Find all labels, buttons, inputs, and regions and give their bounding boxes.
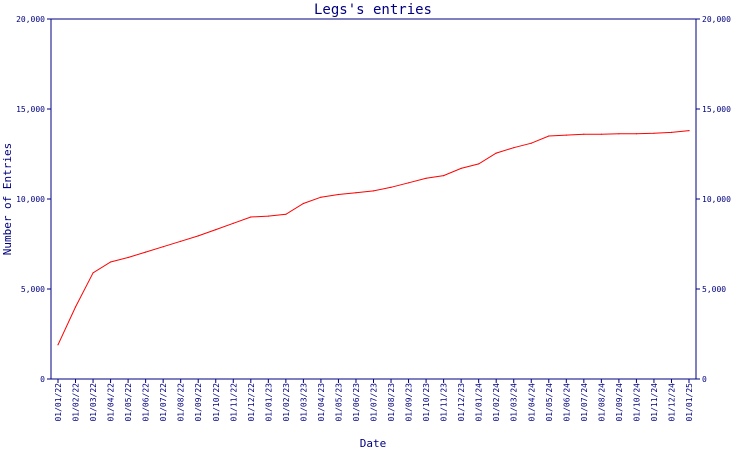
x-tick-label: 01/01/22 — [54, 383, 63, 422]
data-point — [443, 175, 445, 177]
x-tick-label: 01/10/23 — [422, 383, 431, 422]
x-tick-label: 01/08/23 — [387, 383, 396, 422]
x-tick-label: 01/05/23 — [334, 383, 343, 422]
x-tick-label: 01/12/24 — [667, 383, 676, 422]
data-point — [635, 133, 638, 135]
data-point — [670, 131, 673, 133]
data-point — [618, 133, 620, 135]
y-tick-label-right: 5,000 — [702, 285, 726, 294]
data-point — [267, 215, 269, 217]
x-tick-label: 01/05/22 — [124, 383, 133, 422]
data-point — [337, 193, 339, 196]
data-point — [425, 177, 427, 179]
data-point — [232, 222, 234, 224]
x-tick-label: 01/02/24 — [492, 383, 501, 422]
y-tick-label-right: 0 — [702, 375, 707, 384]
data-point — [495, 152, 497, 154]
y-axis-right: 0 5,000 10,000 15,000 20,000 — [696, 15, 731, 384]
data-point — [180, 240, 182, 242]
x-tick-label: 01/10/24 — [632, 383, 641, 422]
data-point — [688, 130, 690, 132]
data-point — [250, 216, 252, 218]
x-axis-title: Date — [360, 437, 387, 450]
y-tick-label-right: 10,000 — [702, 195, 731, 204]
data-point — [390, 186, 392, 188]
x-tick-label: 01/01/24 — [475, 383, 484, 422]
data-point — [92, 272, 94, 274]
data-point — [565, 134, 567, 136]
data-point — [74, 306, 77, 308]
x-tick-label: 01/08/24 — [597, 383, 606, 422]
x-tick-label: 01/08/22 — [177, 383, 186, 422]
x-tick-label: 01/07/23 — [370, 383, 379, 422]
series-group — [57, 130, 690, 346]
data-point — [215, 229, 217, 231]
x-tick-label: 01/05/24 — [545, 383, 554, 422]
x-tick-label: 01/03/24 — [510, 383, 519, 422]
data-point — [478, 163, 480, 165]
x-tick-label: 01/01/25 — [685, 383, 694, 422]
x-tick-label: 01/11/22 — [229, 383, 238, 422]
data-point — [302, 202, 304, 205]
data-point — [408, 182, 410, 184]
data-point — [285, 213, 287, 215]
chart-title: Legs's entries — [314, 2, 432, 18]
x-tick-label: 01/12/22 — [247, 383, 256, 422]
x-tick-label: 01/02/23 — [282, 383, 291, 422]
data-point — [355, 192, 357, 194]
y-axis-title: Number of Entries — [1, 143, 14, 256]
data-point — [110, 261, 112, 263]
data-point — [530, 142, 532, 144]
x-tick-label: 01/04/22 — [107, 383, 116, 422]
data-point — [162, 246, 164, 248]
x-tick-label: 01/11/24 — [650, 383, 659, 422]
y-tick-label-left: 5,000 — [21, 285, 45, 294]
data-point — [57, 344, 59, 346]
data-point — [513, 147, 515, 149]
x-tick-label: 01/06/24 — [562, 383, 571, 422]
data-point — [372, 190, 375, 192]
data-point — [653, 132, 655, 134]
data-point — [460, 167, 462, 169]
x-axis: 01/01/22 01/02/22 01/03/22 01/04/22 01/05/22… — [54, 379, 694, 422]
data-point — [548, 135, 550, 137]
y-tick-label-left: 10,000 — [16, 195, 45, 204]
x-tick-label: 01/06/22 — [142, 383, 151, 422]
x-tick-label: 01/07/22 — [159, 383, 168, 422]
x-tick-label: 01/02/22 — [72, 383, 81, 422]
x-tick-label: 01/06/23 — [352, 383, 361, 422]
x-tick-label: 01/09/22 — [194, 383, 203, 422]
data-point — [600, 133, 603, 135]
x-tick-label: 01/04/23 — [317, 383, 326, 422]
x-tick-label: 01/01/23 — [264, 383, 273, 422]
data-point — [145, 251, 147, 253]
y-axis-left: 0 5,000 10,000 15,000 20,000 — [16, 15, 51, 384]
x-tick-label: 01/07/24 — [580, 383, 589, 422]
data-point — [127, 256, 129, 259]
x-tick-label: 01/03/23 — [299, 383, 308, 422]
x-tick-label: 01/04/24 — [527, 383, 536, 422]
x-tick-label: 01/03/22 — [89, 383, 98, 422]
x-tick-label: 01/09/23 — [405, 383, 414, 422]
data-point — [320, 196, 322, 198]
data-point — [197, 235, 199, 237]
y-tick-label-left: 20,000 — [16, 15, 45, 24]
x-tick-label: 01/12/23 — [457, 383, 466, 422]
y-tick-label-left: 0 — [40, 375, 45, 384]
y-tick-label-right: 20,000 — [702, 15, 731, 24]
data-point — [583, 133, 585, 135]
x-tick-label: 01/11/23 — [440, 383, 449, 422]
series-line-0 — [57, 130, 690, 346]
x-tick-label: 01/10/22 — [212, 383, 221, 422]
x-tick-label: 01/09/24 — [615, 383, 624, 422]
y-tick-label-right: 15,000 — [702, 105, 731, 114]
plot-frame — [50, 18, 697, 380]
y-tick-label-left: 15,000 — [16, 105, 45, 114]
